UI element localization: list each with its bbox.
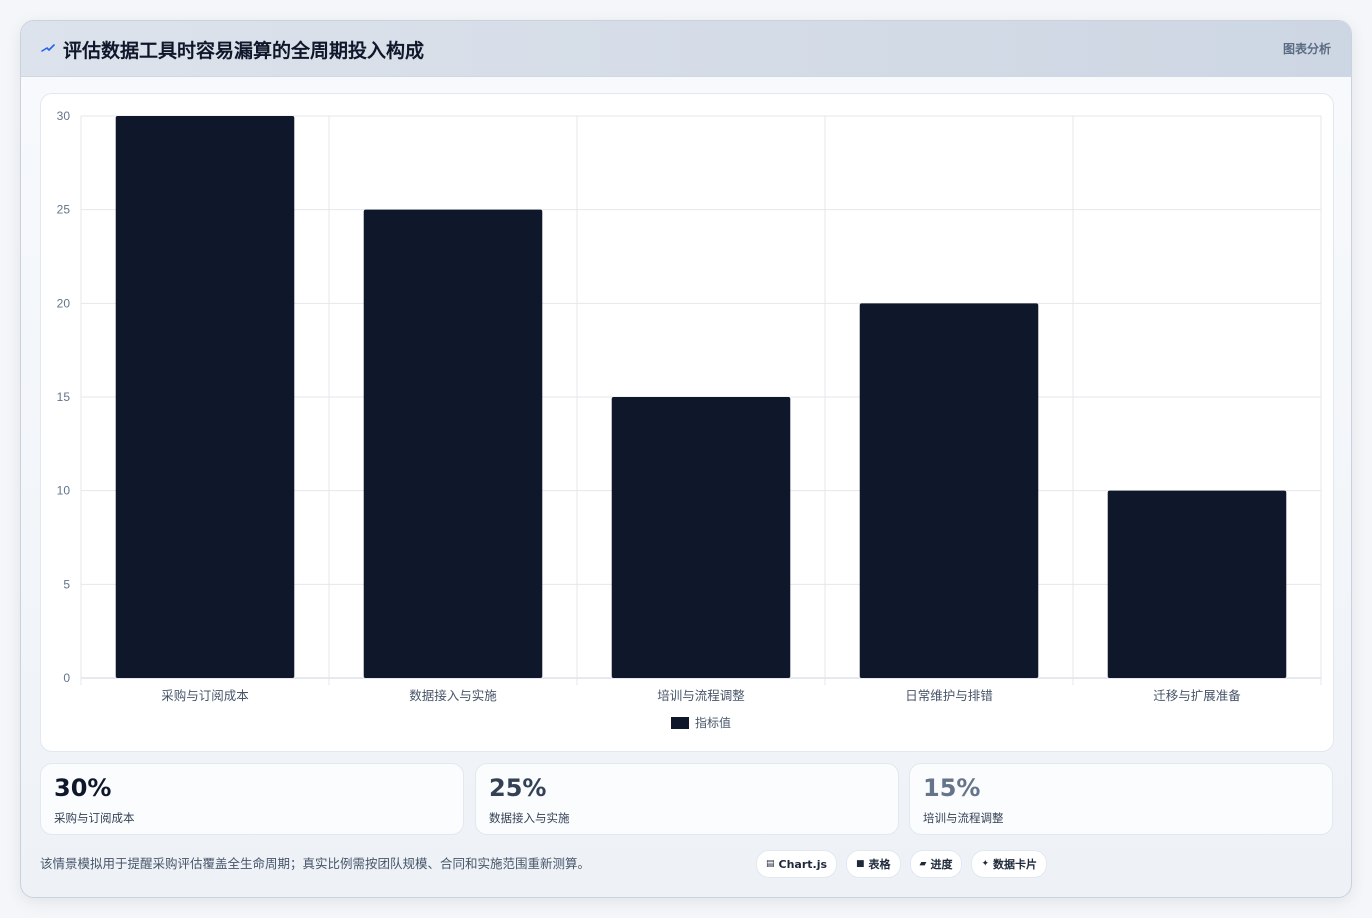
x-tick-label: 数据接入与实施 <box>409 688 497 703</box>
progress-icon: ▰ <box>919 859 927 869</box>
chip-label: 数据卡片 <box>993 858 1038 871</box>
stat-value: 25% <box>489 774 547 802</box>
chip-data-card[interactable]: ✦ 数据卡片 <box>971 850 1048 878</box>
y-tick-label: 25 <box>57 203 71 217</box>
bar[interactable] <box>115 116 295 678</box>
stat-value: 15% <box>923 774 981 802</box>
feature-chips: ▤ Chart.js ■ 表格 ▰ 进度 ✦ 数据卡片 <box>756 850 1048 878</box>
stat-card-3: 15% 培训与流程调整 <box>909 763 1333 835</box>
chip-progress[interactable]: ▰ 进度 <box>909 850 963 878</box>
chip-label: 表格 <box>868 858 891 871</box>
chip-label: Chart.js <box>778 857 828 871</box>
sparkle-icon: ✦ <box>981 859 990 869</box>
bar[interactable] <box>859 303 1039 678</box>
y-tick-label: 0 <box>63 671 70 685</box>
x-tick-label: 迁移与扩展准备 <box>1153 688 1241 703</box>
chip-table[interactable]: ■ 表格 <box>846 850 901 878</box>
chart-card: 评估数据工具时容易漏算的全周期投入构成 图表分析 0 5 10 15 20 25 30 采购与… <box>20 20 1352 898</box>
bar[interactable] <box>1107 490 1287 678</box>
stat-card-2: 25% 数据接入与实施 <box>475 763 899 835</box>
chart-icon: ▤ <box>766 859 775 869</box>
legend-swatch[interactable] <box>671 717 689 729</box>
page-title: 评估数据工具时容易漏算的全周期投入构成 <box>63 40 425 62</box>
y-tick-label: 15 <box>57 390 71 404</box>
x-tick-label: 日常维护与排错 <box>905 688 993 703</box>
stat-label: 采购与订阅成本 <box>54 811 135 825</box>
y-tick-label: 10 <box>57 484 71 498</box>
trend-line-icon <box>41 44 55 52</box>
chip-chartjs[interactable]: ▤ Chart.js <box>756 850 838 878</box>
stat-card-1: 30% 采购与订阅成本 <box>40 763 464 835</box>
y-tick-label: 20 <box>57 296 71 310</box>
stat-label: 培训与流程调整 <box>923 811 1004 825</box>
bar-chart: 0 5 10 15 20 25 30 采购与订阅成本 数据接入与实施 培训与流程调整 日常维护与排错… <box>57 109 1322 730</box>
y-tick-label: 30 <box>57 109 71 123</box>
card-header: 评估数据工具时容易漏算的全周期投入构成 图表分析 <box>21 21 1351 77</box>
x-tick-label: 采购与订阅成本 <box>161 688 249 703</box>
header-tag: 图表分析 <box>1282 42 1331 56</box>
bar[interactable] <box>363 209 543 678</box>
table-icon: ■ <box>856 859 865 869</box>
x-tick-label: 培训与流程调整 <box>657 688 745 703</box>
legend-label[interactable]: 指标值 <box>695 715 731 730</box>
footnote: 该情景模拟用于提醒采购评估覆盖全生命周期；真实比例需按团队规模、合同和实施范围重… <box>40 856 591 871</box>
y-tick-label: 5 <box>63 577 70 591</box>
stat-value: 30% <box>54 774 112 802</box>
chip-label: 进度 <box>930 858 953 871</box>
bar[interactable] <box>611 397 791 678</box>
stat-label: 数据接入与实施 <box>489 811 570 825</box>
chart-panel: 0 5 10 15 20 25 30 采购与订阅成本 数据接入与实施 培训与流程调整 日常维护与排错… <box>40 93 1334 752</box>
